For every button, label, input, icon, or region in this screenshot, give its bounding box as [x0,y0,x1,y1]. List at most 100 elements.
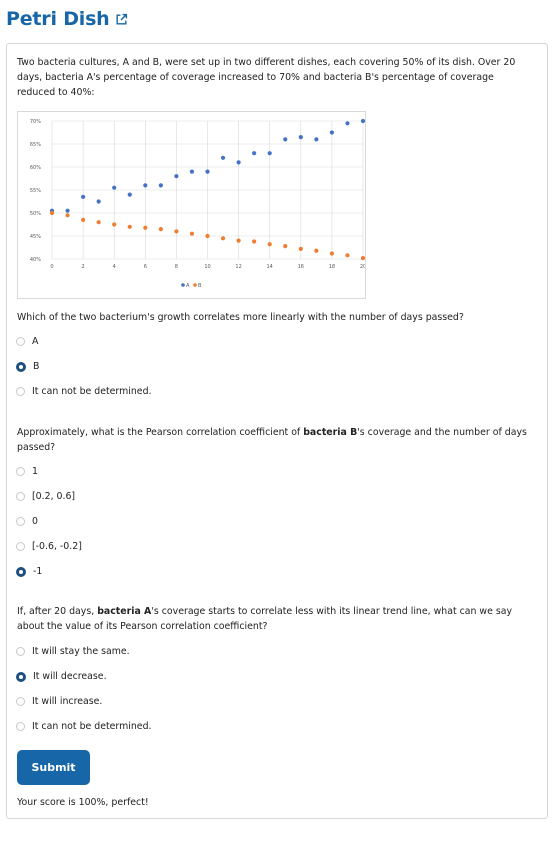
q3-radio[interactable] [16,647,25,656]
submit-button[interactable]: Submit [17,750,90,785]
q2-option-label: 0 [32,516,38,527]
x-tick-label: 12 [235,264,241,270]
point-b [298,246,303,251]
page-title: Petri Dish [6,8,110,30]
question-3-text: If, after 20 days, bacteria A's coverage… [17,604,527,634]
q1-radio[interactable] [16,337,25,346]
external-link-icon[interactable] [115,13,128,26]
q2-option[interactable]: [-0.6, -0.2] [16,541,82,552]
q2-option[interactable]: 1 [16,466,38,477]
point-b [314,248,319,253]
point-a [96,199,101,204]
y-tick-label: 65% [30,142,41,148]
point-b [345,253,350,258]
q1-radio[interactable] [16,387,25,396]
x-tick-label: 14 [267,264,273,270]
point-a [360,118,365,124]
y-tick-label: 55% [30,188,41,194]
point-a [236,160,241,165]
question-2-text: Approximately, what is the Pearson corre… [17,425,527,455]
point-b [189,231,195,236]
q2-option-label: 1 [32,466,38,477]
legend-label-a: A [186,283,190,289]
chart-svg: 40% 45% 50% 55% 60% 65% 70% 0 2 4 6 8 10 12 14 16 18 20 A B [30,118,365,289]
q2-option[interactable]: -1 [16,566,42,577]
point-b [283,244,288,249]
point-b [329,251,334,256]
point-a [205,169,210,174]
q3-radio[interactable] [16,722,25,731]
point-a [112,185,117,190]
y-tick-label: 40% [30,257,41,263]
q3-option[interactable]: It will increase. [16,696,102,707]
point-a [345,121,350,126]
q2-radio[interactable] [16,566,26,577]
q2-option[interactable]: [0.2, 0.6] [16,491,75,502]
point-a [143,183,148,188]
q3-option-label: It can not be determined. [32,721,152,732]
q3-option-label: It will decrease. [33,671,107,682]
q2-radio[interactable] [16,467,25,476]
point-b [360,255,365,261]
q1-option[interactable]: A [16,336,38,347]
point-a [252,151,257,156]
point-a [158,183,163,188]
q1-radio[interactable] [16,361,26,372]
question-3-text-post: 's coverage starts to correlate less wit… [17,606,513,632]
q2-option-label: -1 [33,566,43,577]
point-a [174,174,179,179]
x-tick-label: 20 [360,264,365,270]
q1-option-label: A [32,336,39,347]
q3-radio[interactable] [16,671,26,682]
point-a [298,135,303,140]
x-tick-label: 8 [175,264,178,270]
x-tick-label: 2 [82,264,85,270]
point-b [143,225,148,230]
point-b [252,239,257,244]
x-tick-label: 10 [204,264,210,270]
x-tick-label: 6 [144,264,147,270]
intro-text: Two bacteria cultures, A and B, were set… [17,57,516,98]
legend-label-b: B [198,283,202,289]
point-a [127,192,132,197]
q3-radio[interactable] [16,697,25,706]
q1-option[interactable]: B [16,361,39,372]
y-tick-label: 45% [30,234,41,240]
point-b [158,227,163,232]
question-2-text-pre: Approximately, what is the Pearson corre… [17,427,304,438]
question-1-text: Which of the two bacterium's growth corr… [17,312,464,323]
x-tick-label: 4 [113,264,116,270]
q1-option[interactable]: It can not be determined. [16,386,152,397]
q3-option-label: It will stay the same. [32,646,130,657]
q3-option[interactable]: It can not be determined. [16,721,152,732]
point-b [65,213,70,218]
q1-option-label: It can not be determined. [32,386,152,397]
x-tick-label: 0 [50,264,53,270]
page-header: Petri Dish [6,8,128,30]
q3-option-label: It will increase. [32,696,103,707]
point-b [112,222,117,227]
point-a [65,208,70,213]
q2-radio[interactable] [16,517,25,526]
question-3-text-bold: bacteria A [97,606,152,617]
x-tick-label: 18 [329,264,335,270]
legend-marker-a [181,283,185,287]
q1-option-label: B [33,361,40,372]
q3-option[interactable]: It will decrease. [16,671,107,682]
point-a [267,151,272,156]
q3-option[interactable]: It will stay the same. [16,646,130,657]
point-b [96,220,101,225]
q2-radio[interactable] [16,542,25,551]
q2-option[interactable]: 0 [16,516,38,527]
point-b [174,229,179,234]
question-card: Two bacteria cultures, A and B, were set… [6,43,548,819]
point-a [314,137,319,142]
q2-radio[interactable] [16,492,25,501]
point-b [236,238,241,243]
point-a [81,194,86,199]
point-a [189,169,195,174]
point-a [283,137,288,142]
q2-option-label: [0.2, 0.6] [32,491,76,502]
y-tick-label: 70% [30,119,41,125]
point-b [267,242,272,247]
